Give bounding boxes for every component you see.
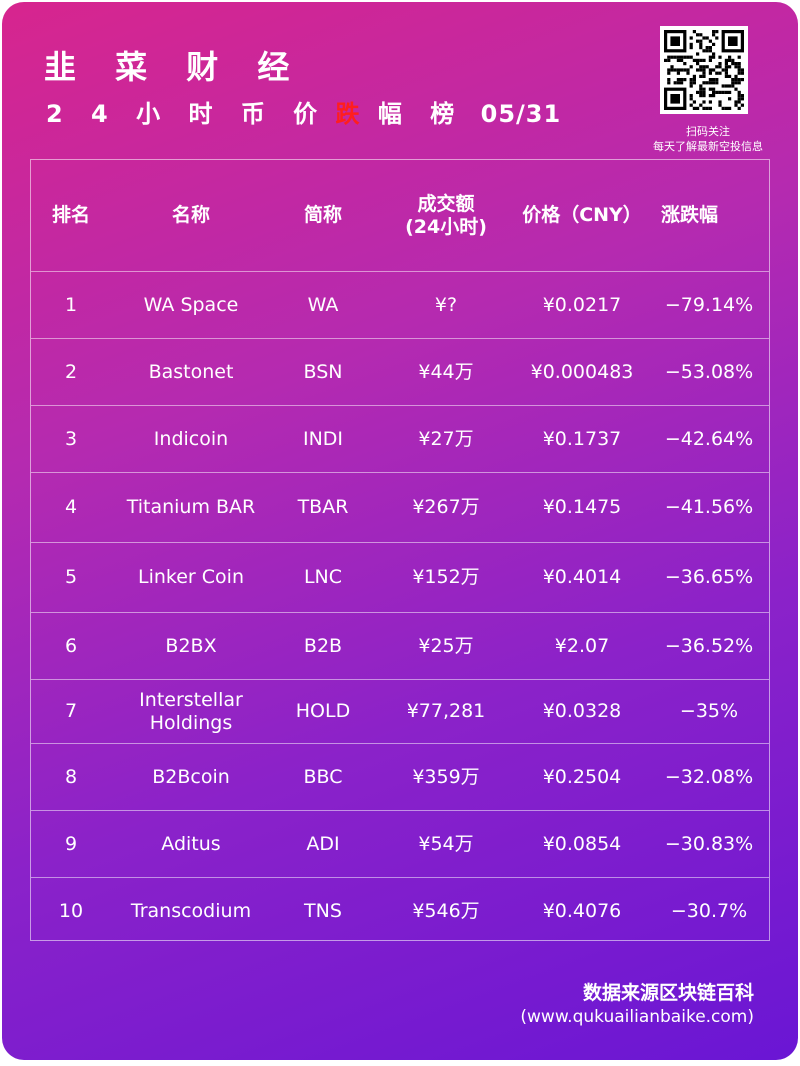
column-header-change: 涨跌幅 [661, 204, 719, 226]
table-row: 5 Linker Coin LNC ¥152万 ¥0.4014 −36.65% [31, 543, 769, 613]
cell-name: Interstellar Holdings [139, 688, 243, 734]
cell-rank: 2 [64, 360, 78, 383]
page-subtitle: 2 4 小 时 币 价 跌 幅 榜 05/31 [46, 94, 561, 129]
table-row: 8 B2Bcoin BBC ¥359万 ¥0.2504 −32.08% [31, 744, 769, 811]
cell-price: ¥0.0217 [542, 293, 622, 316]
table-row: 10 Transcodium TNS ¥546万 ¥0.4076 −30.7% [31, 878, 769, 944]
cell-rank: 5 [64, 566, 78, 588]
column-header-symbol: 简称 [303, 204, 342, 226]
cell-volume: ¥77,281 [406, 700, 486, 722]
cell-change: −79.14% [664, 293, 754, 316]
ranking-table: 排名 名称 简称 成交额 (24小时) 价格（CNY） 涨跌幅 1 WA Space WA ¥? ¥0… [30, 159, 770, 941]
cell-name: Transcodium [130, 899, 252, 922]
column-header-rank: 排名 [51, 204, 90, 226]
subtitle-prefix: 2 4 小 时 币 价 [46, 100, 328, 128]
cell-change: −35% [679, 700, 739, 722]
table-row: 7 Interstellar Holdings HOLD ¥77,281 ¥0.0328 −… [31, 680, 769, 744]
cell-symbol: BSN [303, 360, 343, 383]
cell-name: Linker Coin [138, 566, 244, 588]
cell-volume: ¥152万 [412, 566, 480, 588]
column-header-volume: 成交额 (24小时) [405, 192, 487, 238]
cell-rank: 6 [64, 634, 78, 657]
table-row: 1 WA Space WA ¥? ¥0.0217 −79.14% [31, 272, 769, 339]
table-row: 6 B2BX B2B ¥25万 ¥2.07 −36.52% [31, 613, 769, 680]
cell-symbol: INDI [302, 427, 344, 450]
cell-price: ¥0.1475 [542, 496, 622, 518]
cell-price: ¥0.2504 [542, 765, 622, 788]
cell-price: ¥0.0328 [542, 700, 622, 722]
subtitle-highlight: 跌 [335, 100, 370, 128]
cell-change: −30.83% [664, 832, 754, 855]
qr-caption: 扫码关注 每天了解最新空投信息 [628, 124, 788, 154]
cell-volume: ¥25万 [418, 634, 474, 657]
cell-rank: 7 [64, 700, 78, 722]
cell-volume: ¥359万 [412, 765, 480, 788]
qr-code-icon [660, 26, 748, 114]
cell-symbol: ADI [306, 832, 340, 855]
cell-symbol: TBAR [297, 496, 349, 518]
cell-rank: 9 [64, 832, 78, 855]
cell-price: ¥0.1737 [542, 427, 622, 450]
cell-change: −32.08% [664, 765, 754, 788]
cell-change: −36.65% [664, 566, 754, 588]
cell-volume: ¥44万 [418, 360, 474, 383]
subtitle-date: 05/31 [480, 100, 562, 128]
cell-symbol: LNC [303, 566, 343, 588]
table-header: 排名 名称 简称 成交额 (24小时) 价格（CNY） 涨跌幅 [31, 160, 769, 272]
subtitle-suffix: 幅 榜 [377, 100, 465, 128]
table-row: 2 Bastonet BSN ¥44万 ¥0.000483 −53.08% [31, 339, 769, 406]
cell-name: Indicoin [153, 427, 229, 450]
cell-name: B2Bcoin [152, 765, 230, 788]
cell-symbol: BBC [303, 765, 343, 788]
table-row: 3 Indicoin INDI ¥27万 ¥0.1737 −42.64% [31, 406, 769, 473]
cell-rank: 1 [64, 293, 78, 316]
cell-price: ¥2.07 [554, 634, 610, 657]
cell-name: Titanium BAR [126, 496, 256, 518]
cell-symbol: B2B [303, 634, 343, 657]
cell-rank: 4 [64, 496, 78, 518]
cell-volume: ¥27万 [418, 427, 474, 450]
brand-title: 韭 菜 财 经 [44, 48, 304, 86]
cell-symbol: TNS [304, 899, 342, 922]
cell-change: −41.56% [664, 496, 754, 518]
cell-name: Bastonet [148, 360, 234, 383]
qr-caption-line2: 每天了解最新空投信息 [653, 140, 763, 153]
table-row: 9 Aditus ADI ¥54万 ¥0.0854 −30.83% [31, 811, 769, 878]
qr-caption-line1: 扫码关注 [686, 125, 730, 138]
cell-change: −36.52% [664, 634, 754, 657]
cell-rank: 3 [64, 427, 78, 450]
column-header-name: 名称 [171, 204, 210, 226]
cell-change: −30.7% [670, 899, 748, 922]
column-header-price: 价格（CNY） [522, 204, 642, 226]
cell-rank: 10 [58, 899, 84, 922]
cell-symbol: HOLD [295, 700, 351, 722]
cell-volume: ¥546万 [412, 899, 480, 922]
cell-price: ¥0.000483 [530, 360, 634, 383]
data-source: 数据来源区块链百科 [582, 982, 754, 1004]
cell-volume: ¥54万 [418, 832, 474, 855]
cell-name: B2BX [165, 634, 217, 657]
cell-change: −53.08% [664, 360, 754, 383]
cell-name: WA Space [143, 293, 239, 316]
cell-price: ¥0.4014 [542, 566, 622, 588]
cell-change: −42.64% [664, 427, 754, 450]
cell-symbol: WA [307, 293, 339, 316]
data-source-url: (www.qukuailianbaike.com) [520, 1007, 754, 1027]
cell-price: ¥0.4076 [542, 899, 622, 922]
cell-volume: ¥? [434, 293, 458, 316]
cell-name: Aditus [161, 832, 221, 855]
table-row: 4 Titanium BAR TBAR ¥267万 ¥0.1475 −41.56% [31, 473, 769, 543]
cell-rank: 8 [64, 765, 78, 788]
cell-volume: ¥267万 [412, 496, 480, 518]
cell-price: ¥0.0854 [542, 832, 622, 855]
